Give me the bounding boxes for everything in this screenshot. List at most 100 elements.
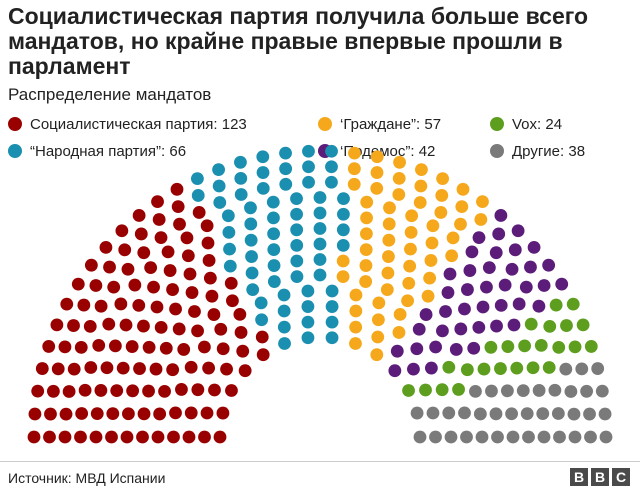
seat-dot (325, 160, 338, 174)
seat-dot (137, 319, 150, 333)
seat-dot (133, 362, 146, 375)
seat-dot (212, 163, 225, 176)
seat-dot (423, 271, 437, 285)
seat-dot (182, 430, 196, 444)
seat-dot (226, 294, 239, 308)
seat-dot (100, 361, 114, 375)
seat-dot (370, 150, 384, 164)
seat-dot (461, 283, 474, 296)
seat-dot (255, 330, 269, 344)
seat-dot (191, 189, 205, 202)
seat-dot (425, 236, 439, 250)
seat-dot (234, 326, 248, 339)
seat-dot (223, 242, 236, 256)
seat-dot (202, 361, 216, 375)
seat-dot (74, 430, 87, 444)
seat-dot (62, 385, 76, 398)
seat-dot (584, 340, 598, 353)
seat-dot (137, 246, 151, 260)
seat-dot (505, 262, 519, 276)
seat-dot (158, 384, 171, 398)
seat-dot (403, 259, 417, 273)
seat-dot (553, 430, 566, 444)
seat-dot (171, 200, 185, 214)
seat-dot (244, 233, 258, 247)
seat-dot (568, 340, 582, 354)
seat-dot (393, 155, 406, 169)
seat-dot (337, 207, 350, 221)
seat-dot (166, 283, 179, 296)
seat-dot (278, 337, 291, 350)
seat-dot (42, 340, 56, 353)
seat-dot (413, 196, 427, 209)
seat-dot (137, 407, 151, 421)
seat-dot (216, 342, 230, 356)
seat-dot (220, 362, 233, 376)
seat-dot (188, 305, 201, 318)
seat-dot (197, 340, 211, 354)
seat-dot (380, 283, 394, 297)
seat-dot (99, 240, 113, 254)
seat-dot (524, 317, 538, 331)
seat-dot (50, 318, 64, 332)
seat-dot (244, 217, 258, 231)
seat-dot (106, 407, 120, 421)
seat-dot (290, 207, 303, 221)
seat-dot (114, 297, 128, 311)
seat-dot (161, 245, 175, 259)
seat-dot (439, 305, 452, 318)
seat-dot (508, 243, 522, 257)
seat-dot (415, 163, 428, 176)
seat-dot (388, 364, 402, 378)
seat-dot (336, 270, 350, 284)
seat-dot (77, 298, 91, 312)
seat-dot (94, 384, 108, 397)
seat-dot (548, 383, 562, 397)
seat-dot (105, 430, 118, 444)
seat-dot (313, 253, 327, 266)
seat-dot (163, 264, 177, 277)
seat-dot (119, 318, 133, 332)
seat-dot (126, 384, 140, 398)
seat-dot (58, 430, 72, 444)
seat-dot (290, 192, 303, 206)
seat-dot (302, 175, 315, 189)
seat-dot (360, 211, 373, 225)
seat-dot (277, 320, 291, 334)
seat-dot (455, 200, 469, 214)
seat-dot (336, 223, 350, 237)
seat-dot (122, 407, 135, 421)
seat-dot (246, 283, 260, 297)
seat-dot (372, 296, 386, 310)
seat-dot (89, 279, 103, 292)
seat-dot (407, 362, 420, 376)
source-note: Источник: МВД Испании (8, 470, 166, 486)
seat-dot (212, 179, 226, 193)
seat-dot (71, 277, 85, 291)
seat-dot (414, 179, 428, 193)
seat-dot (482, 261, 496, 275)
seat-dot (419, 383, 432, 397)
seat-dot (256, 181, 270, 195)
seat-dot (511, 224, 525, 238)
seat-dot (255, 313, 269, 327)
seat-dot (458, 406, 471, 420)
seat-dot (301, 284, 315, 298)
seat-dot (567, 407, 581, 421)
seat-dot (190, 172, 204, 186)
seat-dot (598, 407, 612, 421)
seat-dot (325, 300, 339, 313)
seat-dot (75, 407, 89, 420)
seat-dot (542, 258, 556, 272)
seat-dot (549, 298, 563, 312)
seat-dot (154, 320, 168, 334)
seat-dot (424, 254, 438, 267)
bbc-logo-letter: B (570, 468, 588, 486)
seat-dot (216, 406, 230, 420)
seat-dot (555, 277, 569, 291)
seat-dot (136, 430, 149, 444)
seat-dot (472, 320, 486, 334)
seat-dot (225, 384, 238, 397)
seat-dot (599, 430, 613, 444)
seat-dot (222, 225, 236, 239)
